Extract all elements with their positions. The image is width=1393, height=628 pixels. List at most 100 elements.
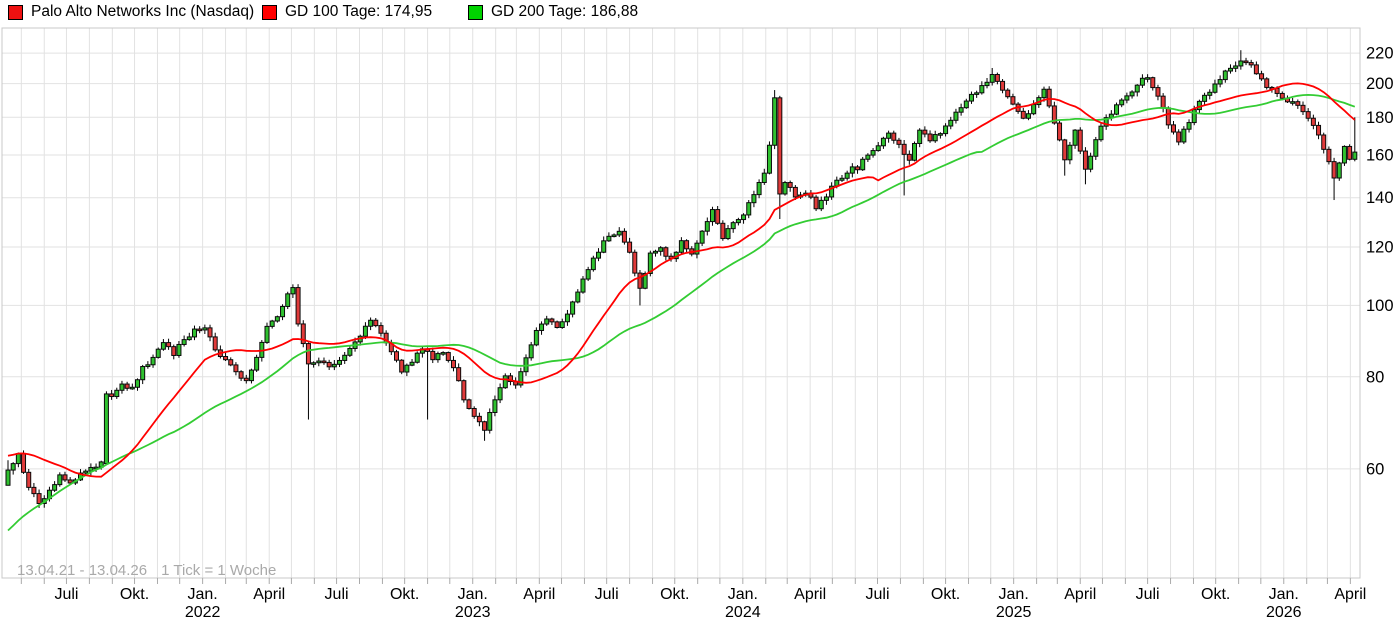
x-axis-quarter-label: Jan. [728,586,758,603]
candle-down [171,346,177,356]
candle-down [720,222,726,240]
candle-up [1217,79,1223,85]
candle-up [1041,88,1047,99]
candle-up [1227,67,1233,72]
candle-up [699,230,705,244]
candle-up [5,469,11,486]
candle-up [943,125,949,135]
x-axis-quarter-label: Jan. [999,586,1029,603]
candle-up [1191,109,1197,124]
candle-up [103,393,109,465]
candle-down [1264,78,1270,88]
candle-down [197,328,203,332]
candle-up [880,137,886,147]
candle-up [1139,77,1145,86]
candle-up [1202,94,1208,102]
candle-up [642,272,648,289]
candle-up [886,132,892,139]
candle-down [1057,122,1063,141]
candle-up [155,348,161,358]
candle-down [482,421,488,431]
candle-up [585,269,591,280]
candle-down [684,240,690,250]
candle-up [264,325,270,343]
candle-up [756,181,762,196]
candle-up [311,362,317,365]
chart-period-note: 13.04.21 - 13.04.26 1 Tick = 1 Woche [17,562,290,579]
candle-up [559,321,565,329]
candle-down [922,129,928,135]
candle-up [1088,155,1094,170]
candle-up [590,257,596,271]
candle-up [274,316,280,322]
candle-up [870,150,876,156]
candle-down [632,251,638,274]
candle-up [1072,129,1078,146]
candle-down [1176,131,1182,143]
candle-down [321,360,327,364]
candle-up [575,291,581,303]
candle-up [150,356,156,366]
candle-down [1062,139,1068,161]
x-axis-quarter-label: Okt. [390,586,419,603]
candle-down [300,323,306,345]
candle-up [83,470,89,474]
y-axis-tick-label: 60 [1366,460,1384,478]
x-axis-quarter-label: Okt. [931,586,960,603]
candle-up [285,293,291,307]
candle-up [248,369,254,382]
candle-down [994,73,1000,82]
candle-up [606,235,612,242]
candle-down [1305,111,1311,119]
candle-down [166,342,172,348]
candle-down [1051,105,1057,124]
candle-down [1279,92,1285,99]
candle-up [1114,104,1120,115]
candle-up [539,323,545,331]
instrument-swatch-icon [8,4,23,20]
candle-up [678,240,684,253]
candle-down [243,377,249,382]
candle-up [751,194,757,204]
candle-down [124,383,130,389]
candle-up [342,354,348,361]
candle-down [906,153,912,161]
candle-up [368,319,374,327]
candle-up [963,100,969,109]
candle-down [896,139,902,145]
candle-up [160,342,166,350]
x-axis-quarter-label: Juli [595,586,619,603]
candle-down [663,247,669,257]
candle-up [191,328,197,338]
gd200-label: GD 200 Tage: 186,88 [491,3,639,20]
candle-up [186,336,192,341]
plot-frame [1,27,1361,579]
candle-up [1212,83,1218,93]
candle-down [637,272,643,289]
x-axis-quarter-label: Jan. [187,586,217,603]
candle-up [502,375,508,389]
x-axis-year-label: 2023 [455,604,491,621]
x-axis-tickmarks [20,578,1351,584]
candle-up [772,97,778,146]
candle-up [1186,122,1192,130]
gd200-swatch-icon [468,4,483,20]
candle-down [450,359,456,369]
candle-down [621,230,627,243]
candle-down [1160,95,1166,109]
legend-item-gd100: GD 100 Tage: 174,95 [262,2,432,22]
candle-up [544,318,550,325]
candle-up [823,196,829,201]
candle-up [10,463,16,471]
candle-down [26,471,32,488]
candle-down [36,493,42,505]
candle-up [145,364,151,368]
candle-up [948,119,954,127]
candle-up [601,240,607,253]
candle-up [414,352,420,363]
candle-down [792,186,798,198]
candle-down [21,453,27,473]
candle-up [979,85,985,94]
